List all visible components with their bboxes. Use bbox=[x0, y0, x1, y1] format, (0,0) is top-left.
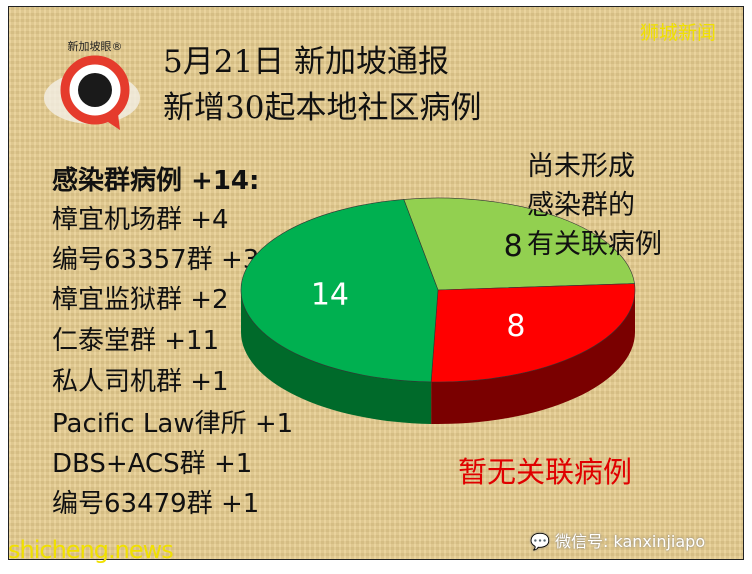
pie-slice-1 bbox=[430, 283, 636, 383]
wechat-icon: 💬 bbox=[530, 532, 550, 551]
wechat-id: 💬 微信号: kanxinjiapo bbox=[530, 528, 705, 552]
cluster-item: 编号63357群 +3 bbox=[52, 245, 260, 275]
logo-text: 新加坡眼® bbox=[68, 39, 123, 53]
cluster-item: 编号63479群 +1 bbox=[52, 489, 260, 519]
cluster-item: 樟宜机场群 +4 bbox=[52, 205, 229, 235]
cluster-item: 樟宜监狱群 +2 bbox=[52, 285, 229, 315]
legend-unlinked: 暂无关联病例 bbox=[458, 455, 633, 489]
wechat-text: 微信号: kanxinjiapo bbox=[555, 532, 706, 551]
legend-linked-line-2: 感染群的 bbox=[527, 190, 635, 221]
pie-side-2 bbox=[241, 290, 432, 424]
legend-linked-line-3: 有关联病例 bbox=[527, 229, 662, 260]
logo: 新加坡眼® bbox=[44, 39, 140, 130]
cluster-header: 感染群病例 +14: bbox=[52, 166, 260, 196]
cluster-item: DBS+ACS群 +1 bbox=[52, 449, 253, 479]
pie-side-1 bbox=[431, 290, 635, 425]
cluster-item: 私人司机群 +1 bbox=[52, 367, 229, 397]
title-line-1: 5月21日 新加坡通报 bbox=[163, 44, 450, 80]
watermark-bottom: shicheng.news bbox=[8, 536, 174, 564]
watermark-top: 狮城新闻 bbox=[640, 22, 717, 44]
pie-data-label-0: 8 bbox=[504, 229, 523, 264]
cluster-item: 仁泰堂群 +11 bbox=[52, 326, 220, 356]
title-line-2: 新增30起本地社区病例 bbox=[163, 90, 482, 126]
pie-slice-0 bbox=[403, 197, 635, 291]
legend-linked-line-1: 尚未形成 bbox=[527, 151, 635, 182]
cluster-item: Pacific Law律所 +1 bbox=[52, 409, 294, 439]
pie-data-label-2: 14 bbox=[311, 278, 349, 313]
pie-slice-2 bbox=[240, 199, 439, 383]
pie-data-label-1: 8 bbox=[506, 309, 525, 344]
